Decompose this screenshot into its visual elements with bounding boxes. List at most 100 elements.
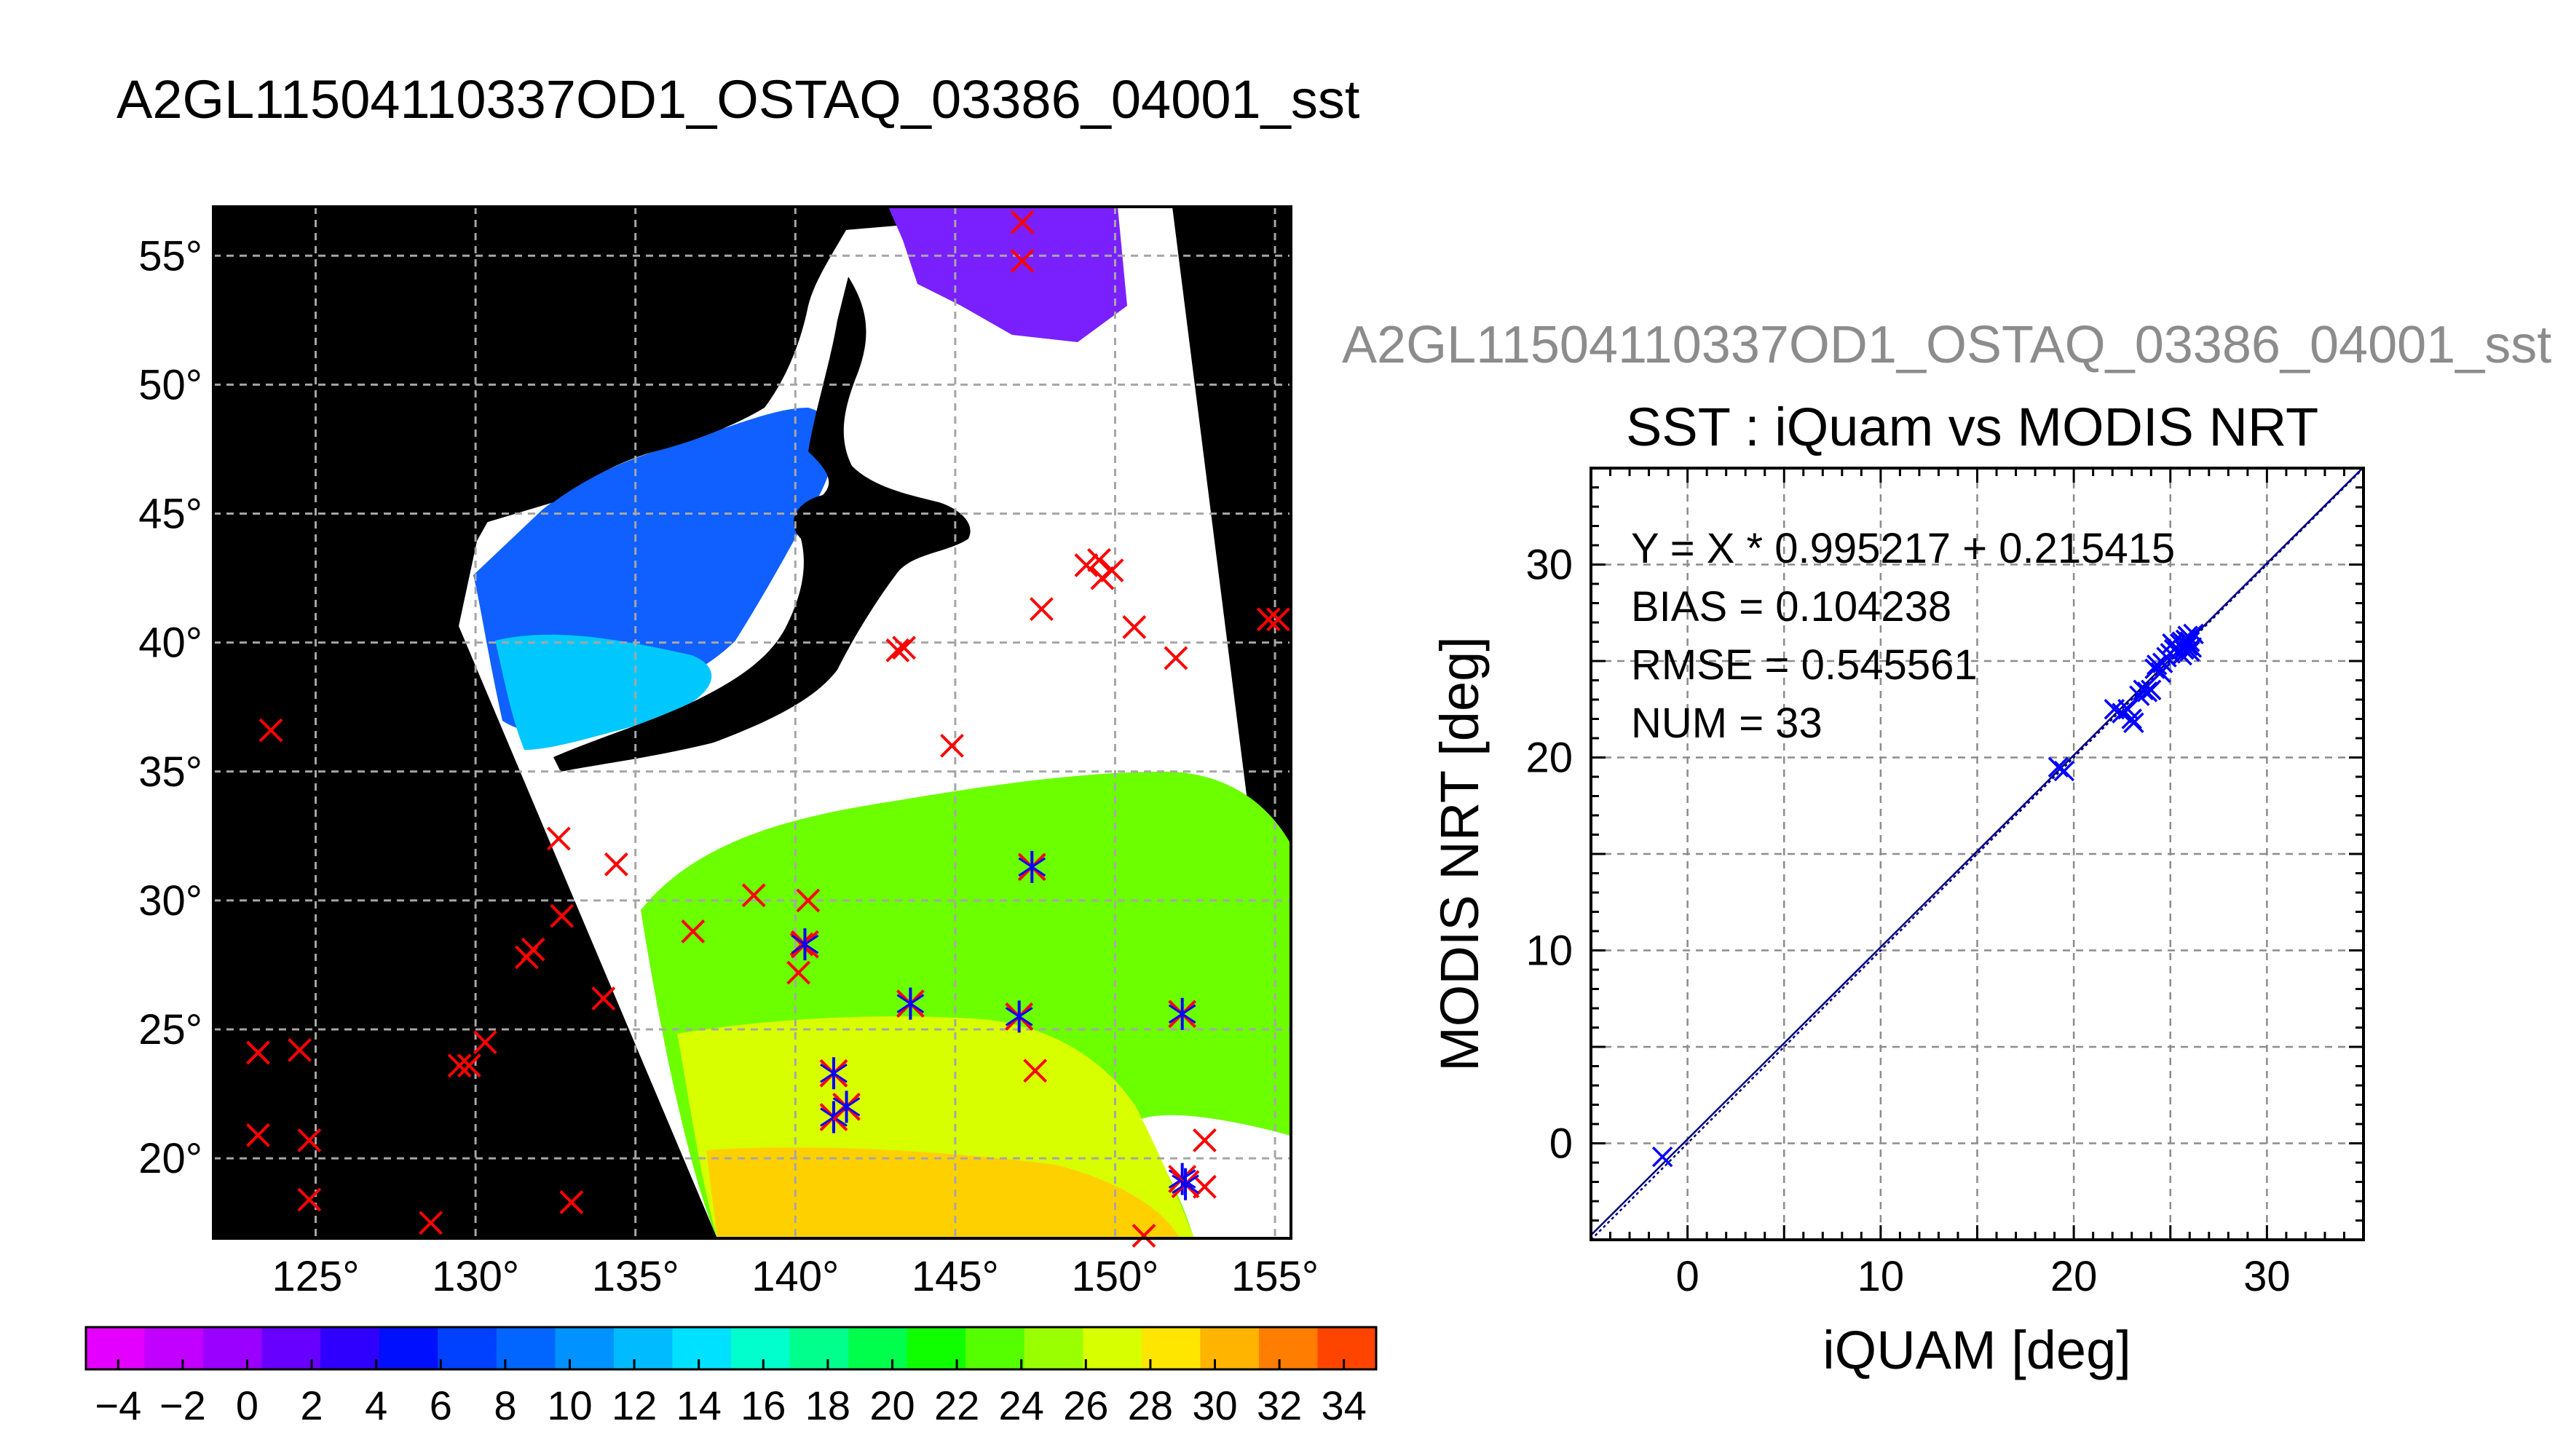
scatter-point-stroke-b <box>1651 1146 1673 1168</box>
scatter-point-stroke-b <box>2117 699 2139 720</box>
scatter-point <box>2112 703 2133 724</box>
sst-okhotsk <box>888 207 1127 342</box>
red-match-marker-stroke-b <box>892 636 917 660</box>
scatter-point <box>2140 679 2162 700</box>
red-match-marker-stroke-b <box>559 1190 584 1214</box>
blue-match-marker <box>791 928 819 961</box>
scatter-point <box>2183 623 2204 645</box>
red-match-marker <box>1164 646 1188 670</box>
colorbar-segment <box>86 1327 146 1369</box>
red-match-marker-stroke-b <box>885 638 910 662</box>
scatter-point <box>2179 641 2200 662</box>
blue-match-marker <box>1171 1168 1200 1200</box>
scatter-point-stroke-b <box>2133 679 2154 700</box>
colorbar-tick-label: 32 <box>1257 1382 1302 1428</box>
map-y-tick-label: 40° <box>138 620 202 667</box>
map-x-tick-label: 155° <box>1231 1253 1319 1300</box>
colorbar-tick-label: 28 <box>1128 1382 1173 1428</box>
red-match-marker <box>288 1037 312 1062</box>
scatter-reference-lines <box>1591 468 2364 1240</box>
colorbar-tick-label: 12 <box>612 1382 657 1428</box>
blue-marker-diag-b <box>791 934 819 954</box>
scatter-title: SST : iQuam vs MODIS NRT <box>1626 397 2319 457</box>
bias-label: BIAS = 0.104238 <box>1631 583 1951 630</box>
red-match-marker-stroke-b <box>1010 210 1035 234</box>
colorbar-tick-label: 18 <box>805 1382 850 1428</box>
map-y-tick-label: 45° <box>138 491 202 538</box>
blue-match-marker <box>1017 850 1046 883</box>
scatter-y-ticks: 0 10 20 30 <box>1525 542 1573 1168</box>
colorbar-segment <box>789 1327 849 1369</box>
regression-line <box>1591 468 2364 1236</box>
blue-marker-diag-b <box>832 1097 861 1117</box>
colorbar-segment <box>1083 1327 1142 1369</box>
colorbar-segment <box>965 1327 1025 1369</box>
blue-marker-diag-b <box>1172 1174 1199 1194</box>
red-match-marker-stroke-b <box>1266 607 1290 632</box>
red-match-marker <box>521 937 545 962</box>
scatter-point-stroke-b <box>2047 756 2069 778</box>
map-x-tick-label: 150° <box>1071 1253 1158 1300</box>
red-match-marker <box>741 883 766 908</box>
scatter-point-stroke-b <box>2181 637 2203 658</box>
colorbar-segment <box>672 1327 732 1369</box>
colorbar-tick-label: 4 <box>365 1382 387 1428</box>
red-match-marker <box>546 826 571 851</box>
colorbar-segment <box>320 1327 380 1369</box>
colorbar-tick-label: 16 <box>741 1382 786 1428</box>
colorbar-segment <box>1258 1327 1318 1369</box>
scatter-point-stroke-b <box>2179 641 2200 662</box>
scatter-point <box>2162 633 2183 654</box>
map-x-tick-label: 130° <box>432 1253 519 1300</box>
scatter-point-stroke-b <box>2112 703 2133 724</box>
colorbar-segment <box>203 1327 263 1369</box>
red-match-marker-stroke-b <box>1193 1128 1217 1152</box>
scatter-point-stroke-b <box>2136 681 2158 703</box>
colorbar-segment <box>731 1327 791 1369</box>
blue-match-marker <box>1005 1000 1034 1033</box>
scatter-point <box>2047 756 2069 778</box>
red-match-marker-stroke-b <box>546 826 571 851</box>
scatter-point-stroke-b <box>2146 654 2168 676</box>
red-match-marker-stroke-b <box>447 1053 472 1078</box>
red-match-marker <box>796 888 821 913</box>
scatter-point-stroke-b <box>2183 623 2204 645</box>
red-match-marker <box>419 1211 443 1235</box>
colorbar-segment <box>613 1327 673 1369</box>
colorbar-segment <box>379 1327 438 1369</box>
red-match-marker <box>681 919 706 943</box>
red-match-marker <box>786 960 811 985</box>
one-to-one-line <box>1591 468 2364 1240</box>
colorbar-tick-label: 6 <box>430 1382 452 1428</box>
colorbar <box>84 1326 1378 1371</box>
red-match-marker-stroke-b <box>419 1211 443 1235</box>
colorbar-tick-label: 14 <box>676 1382 722 1428</box>
scatter-point-stroke-b <box>2162 633 2183 654</box>
red-match-marker-stroke-b <box>297 1128 322 1152</box>
red-match-marker <box>1099 558 1124 582</box>
scatter-y-tick-label: 30 <box>1525 542 1573 589</box>
red-match-marker-stroke-b <box>786 960 811 985</box>
red-match-marker-stroke-b <box>457 1053 481 1078</box>
red-match-marker <box>1010 248 1035 273</box>
red-match-marker <box>1010 210 1035 234</box>
red-match-marker-stroke-b <box>940 733 964 758</box>
scatter-points <box>1651 623 2204 1168</box>
map-frame <box>212 205 1292 1240</box>
red-match-marker <box>940 733 964 758</box>
map-blue-markers <box>791 850 1200 1200</box>
red-match-marker <box>604 852 628 877</box>
scatter-file-title: A2GL11504110337OD1_OSTAQ_03386_04001_sst <box>1342 316 2552 374</box>
colorbar-tick-label: 8 <box>494 1382 516 1428</box>
scatter-point <box>1651 1146 1673 1168</box>
red-match-marker <box>258 718 283 743</box>
red-match-marker-stroke-b <box>796 888 821 913</box>
scatter-point <box>2133 679 2154 700</box>
red-match-marker <box>473 1030 497 1055</box>
red-match-marker-stroke-b <box>288 1037 312 1062</box>
red-match-marker <box>1122 615 1147 639</box>
red-match-marker-stroke-b <box>246 1040 270 1065</box>
map-y-tick-label: 30° <box>138 877 202 925</box>
